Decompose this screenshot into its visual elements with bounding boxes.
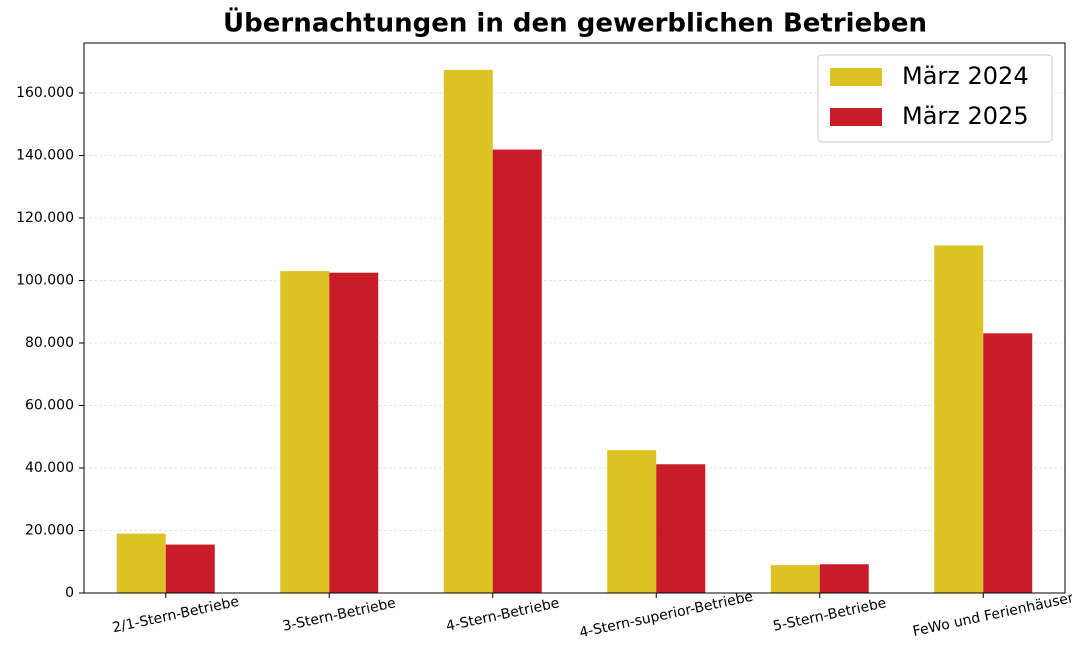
x-tick-label: 3-Stern-Betriebe — [281, 595, 397, 635]
bar — [607, 450, 657, 593]
bar — [656, 464, 706, 593]
bar — [934, 245, 984, 593]
legend-label: März 2025 — [902, 102, 1029, 130]
x-tick-label: 2/1-Stern-Betriebe — [111, 594, 240, 636]
bar — [819, 564, 869, 593]
y-tick-label: 120.000 — [16, 210, 74, 226]
y-tick-label: 20.000 — [25, 523, 74, 539]
y-tick-label: 140.000 — [16, 148, 74, 164]
bar — [492, 149, 542, 593]
bar — [983, 333, 1033, 593]
chart-title: Übernachtungen in den gewerblichen Betri… — [223, 6, 927, 39]
legend-swatch — [830, 68, 882, 86]
plot-frame — [83, 42, 1066, 594]
y-tick-label: 160.000 — [16, 85, 74, 101]
bar — [280, 271, 330, 593]
y-tick-label: 100.000 — [16, 273, 74, 289]
bar — [116, 533, 166, 593]
x-tick-label: 4-Stern-superior-Betriebe — [578, 589, 755, 641]
y-tick-label: 40.000 — [25, 460, 74, 476]
legend-label: März 2024 — [902, 62, 1029, 90]
bar — [770, 565, 820, 593]
y-tick-label: 0 — [65, 585, 74, 601]
legend-swatch — [830, 108, 882, 126]
x-tick-label: 5-Stern-Betriebe — [772, 595, 888, 635]
y-tick-label: 60.000 — [25, 398, 74, 414]
y-tick-label: 80.000 — [25, 335, 74, 351]
x-tick-label: 4-Stern-Betriebe — [445, 595, 561, 635]
bar — [329, 272, 379, 593]
x-tick-label: FeWo und Ferienhäuser — [911, 590, 1072, 640]
bar — [165, 544, 215, 593]
bar — [443, 69, 493, 593]
